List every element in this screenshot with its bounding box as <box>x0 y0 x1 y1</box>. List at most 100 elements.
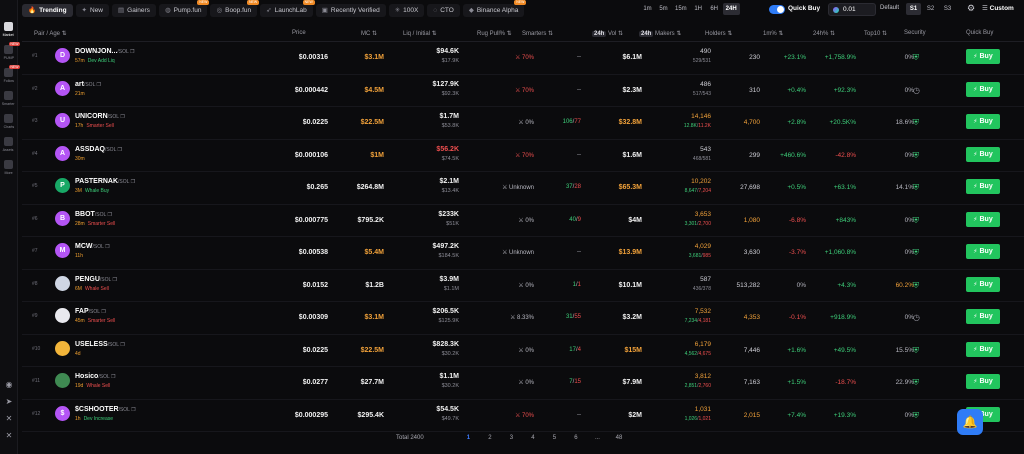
sidebar-item-follow[interactable]: Follow NEW <box>0 65 20 83</box>
tab-100x[interactable]: ✳ 100X <box>388 3 425 17</box>
buy-button[interactable]: Buy <box>966 179 1000 194</box>
shield-icon[interactable]: ⛨ <box>913 378 919 387</box>
token-avatar[interactable]: M <box>55 243 70 258</box>
sidebar-item-market[interactable]: Market <box>0 22 18 37</box>
preset-s3[interactable]: S3 <box>943 6 952 12</box>
copy-icon[interactable]: ❐ <box>111 276 118 283</box>
column-24h[interactable]: 24h% ⇅ <box>813 31 836 37</box>
timeframe-1h[interactable]: 1H <box>694 6 702 12</box>
tab-pump-fun[interactable]: ◍ Pump.fun NEW <box>158 0 210 17</box>
column-price[interactable]: Price <box>292 30 306 36</box>
token-avatar[interactable] <box>55 373 70 388</box>
tab-trending[interactable]: 🔥 Trending <box>22 3 73 17</box>
column-holders[interactable]: Holders ⇅ <box>705 31 733 37</box>
token-name[interactable]: PASTERNAK/SOL ❐ <box>75 178 135 185</box>
quick-buy-toggle[interactable] <box>769 5 785 14</box>
timeframe-24h[interactable]: 24H <box>722 3 740 15</box>
copy-icon[interactable]: ❐ <box>106 211 112 218</box>
column-top10[interactable]: Top10 ⇅ <box>864 31 888 37</box>
sidebar-item-smarter[interactable]: Smarter <box>0 91 18 106</box>
column-rug[interactable]: Rug Pull% ⇅ <box>477 31 512 37</box>
token-name[interactable]: art/SOL ❐ <box>75 81 101 88</box>
token-avatar[interactable] <box>55 308 70 323</box>
shield-icon[interactable]: ⛨ <box>913 53 919 62</box>
token-name[interactable]: DOWNJON.../SOL ❐ <box>75 48 134 55</box>
page-48[interactable]: 48 <box>615 435 623 441</box>
table-row[interactable]: #9 FAP/SOL ❐ 45m Smarter Sell $0.00309 $3.1M $… <box>22 302 1024 335</box>
token-name[interactable]: UNICORN/SOL ❐ <box>75 113 125 120</box>
shield-icon[interactable]: ⛨ <box>913 183 919 192</box>
token-avatar[interactable] <box>55 275 70 291</box>
copy-icon[interactable]: ❐ <box>118 114 125 120</box>
copy-icon[interactable]: ❐ <box>118 341 125 348</box>
shield-icon[interactable]: ⛨ <box>913 345 919 355</box>
buy-button[interactable]: Buy <box>966 374 1000 389</box>
table-row[interactable]: #8 PENGU/SOL ❐ 6M Whale Sell $0.0152 $1.2B $3.… <box>22 270 1024 302</box>
token-avatar[interactable]: D <box>55 48 70 63</box>
column-makers[interactable]: 24h Makers ⇅ <box>639 31 682 37</box>
table-row[interactable]: #7 M MCW/SOL ❐ 11h $0.00538 $5.4M $497.2K $184.… <box>22 237 1024 270</box>
page-5[interactable]: 5 <box>552 435 557 441</box>
shield-icon[interactable]: ⛨ <box>913 248 919 257</box>
table-row[interactable]: #1 D DOWNJON.../SOL ❐ 57m Dev Add Liq $0.0031… <box>22 42 1024 75</box>
buy-button[interactable]: Buy <box>966 276 1000 292</box>
discord-icon[interactable]: ◉ <box>5 380 13 389</box>
timeframe-6h[interactable]: 6H <box>710 6 718 12</box>
page-3[interactable]: 3 <box>509 435 514 441</box>
token-name[interactable]: Hosico/SOL ❐ <box>75 373 115 380</box>
column-vol[interactable]: 24h Vol ⇅ <box>592 31 624 37</box>
notification-bell-icon[interactable]: 🔔 <box>957 409 983 435</box>
tab-launchlab[interactable]: ➶ LaunchLab NEW <box>260 0 315 17</box>
tab-new[interactable]: ✦ New <box>75 3 110 17</box>
buy-button[interactable]: Buy <box>966 49 1000 64</box>
column-1m[interactable]: 1m% ⇅ <box>763 31 784 37</box>
table-row[interactable]: #4 A ASSDAQ/SOL ❐ 30m $0.000106 $1M $56.2K $74.… <box>22 140 1024 172</box>
shield-icon[interactable]: ⛨ <box>913 410 919 420</box>
sidebar-item-charts[interactable]: Charts <box>0 114 18 129</box>
table-row[interactable]: #12 $ $CSHOOTER/SOL ❐ 1h Dev Increase $0.0002… <box>22 400 1024 432</box>
shield-icon[interactable]: ⛨ <box>913 215 919 225</box>
custom-button[interactable]: Custom <box>982 4 1014 12</box>
timeframe-15m[interactable]: 15m <box>675 6 687 12</box>
table-row[interactable]: #10 USELESS/SOL ❐ 4d $0.0225 $22.5M $828.3K $3… <box>22 335 1024 367</box>
shield-icon[interactable]: ⛨ <box>913 150 919 160</box>
column-smarters[interactable]: Smarters ⇅ <box>522 31 554 37</box>
page-4[interactable]: 4 <box>531 435 535 441</box>
copy-icon[interactable]: ❐ <box>116 146 123 153</box>
buy-button[interactable]: Buy <box>966 81 1000 97</box>
table-row[interactable]: #3 U UNICORN/SOL ❐ 17h Smarter Sell $0.0225 $2… <box>22 107 1024 140</box>
buy-button[interactable]: Buy <box>966 244 1000 259</box>
token-name[interactable]: FAP/SOL ❐ <box>75 308 106 315</box>
page-1[interactable]: 1 <box>466 435 471 441</box>
sidebar-item-pump[interactable]: PUMP NEW <box>0 42 20 60</box>
clock-icon[interactable]: ◷ <box>913 313 920 322</box>
token-avatar[interactable]: A <box>55 145 70 161</box>
shield-icon[interactable]: ⛨ <box>913 280 919 290</box>
x-icon[interactable]: ✕ <box>5 431 13 440</box>
token-avatar[interactable]: B <box>55 210 70 226</box>
preset-s1[interactable]: S1 <box>906 3 921 15</box>
timeframe-5m[interactable]: 5m <box>659 6 668 12</box>
page-2[interactable]: 2 <box>488 435 492 441</box>
copy-icon[interactable]: ❐ <box>109 374 116 380</box>
tab-recently-verified[interactable]: ▣ Recently Verified <box>315 3 386 17</box>
token-avatar[interactable]: A <box>55 80 70 96</box>
buy-button[interactable]: Buy <box>966 211 1000 227</box>
tab-binance-alpha[interactable]: ◆ Binance Alpha NEW <box>462 0 527 17</box>
token-name[interactable]: $CSHOOTER/SOL ❐ <box>75 406 136 413</box>
copy-icon[interactable]: ❐ <box>128 49 135 55</box>
column-mc[interactable]: MC ⇅ <box>361 31 378 37</box>
gear-icon[interactable]: ⚙ <box>967 3 976 13</box>
buy-button[interactable]: Buy <box>966 341 1000 357</box>
copy-icon[interactable]: ❐ <box>95 81 102 88</box>
preset-s2[interactable]: S2 <box>926 6 935 12</box>
copy-icon[interactable]: ❐ <box>129 179 136 185</box>
twitter-icon[interactable]: ✕ <box>5 414 13 423</box>
sidebar-item-assets[interactable]: Assets <box>0 137 18 152</box>
telegram-icon[interactable]: ➤ <box>5 397 13 406</box>
quick-buy-amount-input[interactable]: 0.01 <box>828 3 876 16</box>
timeframe-1m[interactable]: 1m <box>643 6 652 12</box>
copy-icon[interactable]: ❐ <box>103 244 110 250</box>
tab-boop-fun[interactable]: ◎ Boop.fun NEW <box>210 0 260 17</box>
buy-button[interactable]: Buy <box>966 146 1000 162</box>
